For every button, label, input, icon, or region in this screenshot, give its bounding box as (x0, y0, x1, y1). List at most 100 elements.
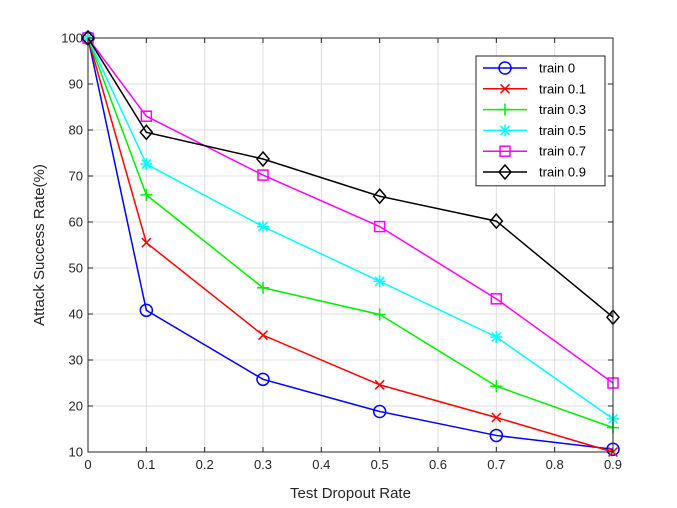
y-tick-label: 80 (69, 123, 83, 138)
ticks: 0 0.1 0.2 0.3 0.4 0.5 0.6 0.7 0.8 0.9 10 20 30 40 50 60… (61, 31, 622, 473)
data-point (257, 220, 269, 233)
diamond-marker (372, 188, 387, 205)
y-tick-label: 40 (69, 307, 83, 322)
y-tick-label: 20 (69, 399, 83, 414)
x-marker-stroke (257, 330, 269, 341)
data-point (141, 237, 152, 248)
circle-marker (489, 428, 504, 443)
y-tick-label: 50 (69, 261, 83, 276)
x-tick-label: 0.4 (312, 457, 330, 472)
diamond-marker (498, 163, 512, 181)
data-point (140, 110, 153, 122)
legend-label: train 0.1 (539, 81, 586, 96)
square-marker (373, 220, 386, 233)
data-point (489, 428, 504, 443)
legend-item: train 0.5 (483, 123, 586, 138)
data-point (372, 404, 387, 419)
axes-frame (87, 37, 614, 453)
legend-label: train 0 (539, 61, 575, 76)
data-point (491, 412, 502, 423)
data-point (490, 293, 503, 305)
legend-marker (499, 145, 511, 157)
series-line (87, 37, 614, 318)
x-tick-label: 0.7 (487, 457, 505, 472)
data-point (490, 380, 503, 393)
data-point (140, 188, 153, 201)
asterisk-marker-stroke (374, 276, 385, 287)
x-tick-label: 0.2 (196, 457, 214, 472)
asterisk-marker-stroke (257, 221, 269, 232)
diamond-marker (256, 150, 270, 168)
x-marker-stroke (491, 412, 502, 423)
x-tick-label: 0.1 (137, 457, 155, 472)
data-point (257, 281, 269, 294)
data-point (257, 330, 269, 341)
data-point (489, 212, 504, 230)
asterisk-marker-stroke (141, 159, 152, 170)
x-tick-label: 0.9 (604, 457, 622, 472)
y-tick-label: 90 (69, 77, 83, 92)
y-axis-title: Attack Success Rate(%) (31, 164, 48, 326)
square-marker (257, 169, 269, 181)
diamond-marker (489, 212, 504, 230)
data-point (373, 308, 386, 321)
legend-marker (498, 61, 512, 75)
legend-item: train 0.7 (483, 144, 586, 159)
data-point (374, 379, 385, 390)
legend-marker (499, 124, 511, 137)
series-line (87, 37, 614, 429)
legend-label: train 0.9 (539, 165, 586, 180)
square-marker (490, 293, 503, 305)
series-line (87, 37, 614, 450)
y-tick-label: 30 (69, 353, 83, 368)
circle-marker (256, 372, 270, 387)
x-marker-stroke (141, 237, 152, 248)
data-point (490, 331, 503, 343)
legend-label: train 0.5 (539, 123, 586, 138)
data-point (372, 188, 387, 205)
series-line (87, 37, 614, 384)
square-marker (499, 145, 511, 157)
circle-marker (372, 404, 387, 419)
diamond-marker (139, 124, 154, 141)
legend-label: train 0.7 (539, 144, 586, 159)
legend-item: train 0.9 (483, 163, 586, 181)
series-layer (81, 29, 620, 458)
data-point (373, 275, 386, 288)
series-2 (82, 32, 619, 434)
x-tick-label: 0.3 (254, 457, 272, 472)
y-tick-label: 100 (61, 31, 83, 46)
data-point (140, 158, 153, 171)
data-point (139, 303, 154, 318)
circle-marker (498, 61, 512, 75)
plot-area-border (87, 37, 614, 453)
legend-box (475, 55, 606, 187)
square-marker (140, 110, 153, 122)
legend-item: train 0.3 (483, 102, 586, 117)
data-point (256, 150, 270, 168)
legend-marker (499, 83, 511, 94)
legend-label: train 0.3 (539, 102, 586, 117)
legend-marker (498, 163, 512, 181)
asterisk-marker-stroke (491, 331, 502, 343)
y-tick-label: 70 (69, 169, 83, 184)
y-tick-label: 10 (69, 445, 83, 460)
x-tick-label: 0 (84, 457, 91, 472)
y-tick-label: 60 (69, 215, 83, 230)
data-point (373, 220, 386, 233)
series-line (87, 37, 614, 453)
legend-item: train 0.1 (483, 81, 586, 96)
x-axis-title: Test Dropout Rate (290, 485, 411, 502)
x-tick-label: 0.8 (546, 457, 564, 472)
data-point (257, 169, 269, 181)
circle-marker (139, 303, 154, 318)
asterisk-marker-stroke (499, 125, 511, 136)
x-marker-stroke (374, 379, 385, 390)
x-tick-label: 0.5 (371, 457, 389, 472)
legend: train 0 train 0.1 train 0.3 train 0.5 train … (475, 55, 606, 187)
x-tick-label: 0.6 (429, 457, 447, 472)
legend-item: train 0 (483, 61, 575, 76)
legend-marker (499, 103, 511, 116)
data-point (139, 124, 154, 141)
